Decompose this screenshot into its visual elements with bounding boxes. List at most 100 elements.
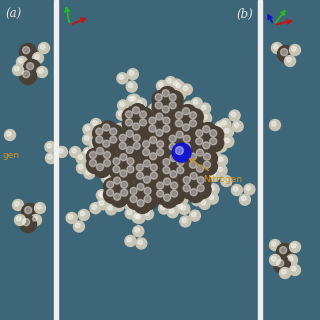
Circle shape xyxy=(100,121,117,138)
Circle shape xyxy=(176,190,187,201)
Circle shape xyxy=(187,196,197,207)
Circle shape xyxy=(126,201,131,206)
Circle shape xyxy=(33,217,37,221)
Circle shape xyxy=(182,142,193,153)
Circle shape xyxy=(220,122,225,127)
Circle shape xyxy=(189,177,194,181)
Circle shape xyxy=(240,194,251,205)
Circle shape xyxy=(180,140,197,157)
Circle shape xyxy=(169,143,176,150)
Circle shape xyxy=(177,167,184,174)
Circle shape xyxy=(183,131,188,136)
Circle shape xyxy=(110,178,121,189)
Circle shape xyxy=(177,158,184,166)
Circle shape xyxy=(133,169,150,186)
Circle shape xyxy=(290,242,300,252)
Circle shape xyxy=(200,150,217,167)
Circle shape xyxy=(211,138,215,142)
Circle shape xyxy=(242,196,246,200)
Circle shape xyxy=(103,140,110,147)
Circle shape xyxy=(136,238,147,249)
Circle shape xyxy=(136,98,147,109)
Circle shape xyxy=(178,181,189,192)
Circle shape xyxy=(136,116,153,133)
Circle shape xyxy=(183,143,190,150)
Circle shape xyxy=(38,43,50,53)
Circle shape xyxy=(271,122,276,126)
Circle shape xyxy=(162,90,169,97)
Circle shape xyxy=(211,172,215,177)
Circle shape xyxy=(132,123,140,130)
Circle shape xyxy=(156,148,164,156)
Circle shape xyxy=(91,164,102,174)
Circle shape xyxy=(161,191,178,208)
Circle shape xyxy=(127,95,138,106)
Circle shape xyxy=(176,202,187,213)
Circle shape xyxy=(124,129,128,134)
Circle shape xyxy=(154,187,171,204)
Circle shape xyxy=(107,181,114,188)
Circle shape xyxy=(153,110,170,127)
Circle shape xyxy=(132,107,140,114)
Circle shape xyxy=(117,186,134,203)
Circle shape xyxy=(114,193,119,198)
Circle shape xyxy=(23,60,41,76)
Circle shape xyxy=(223,133,228,137)
Circle shape xyxy=(280,247,287,254)
Circle shape xyxy=(27,63,34,70)
Circle shape xyxy=(171,192,175,197)
Circle shape xyxy=(156,190,164,197)
Circle shape xyxy=(180,173,197,190)
Circle shape xyxy=(189,153,196,160)
Circle shape xyxy=(174,170,179,175)
Circle shape xyxy=(89,151,97,158)
Circle shape xyxy=(290,265,300,276)
Circle shape xyxy=(160,164,177,180)
Circle shape xyxy=(156,140,164,148)
Circle shape xyxy=(104,178,121,195)
Circle shape xyxy=(174,81,185,92)
Circle shape xyxy=(113,147,124,158)
Circle shape xyxy=(169,135,176,142)
Circle shape xyxy=(159,87,176,104)
Circle shape xyxy=(14,67,19,71)
Circle shape xyxy=(96,190,108,201)
Circle shape xyxy=(189,112,196,119)
Circle shape xyxy=(170,181,175,185)
Circle shape xyxy=(126,115,131,119)
Circle shape xyxy=(20,215,36,233)
Circle shape xyxy=(219,157,223,162)
Text: Nitrogen: Nitrogen xyxy=(189,159,243,184)
Circle shape xyxy=(271,43,283,53)
Circle shape xyxy=(169,102,176,109)
Circle shape xyxy=(292,46,296,51)
Circle shape xyxy=(17,57,28,68)
Circle shape xyxy=(217,123,222,128)
Circle shape xyxy=(113,200,124,211)
Circle shape xyxy=(191,150,196,155)
Circle shape xyxy=(147,161,164,178)
Circle shape xyxy=(150,114,155,118)
Circle shape xyxy=(21,204,38,220)
Circle shape xyxy=(140,119,147,126)
Circle shape xyxy=(23,71,30,78)
Circle shape xyxy=(124,155,141,172)
Circle shape xyxy=(290,44,300,55)
Circle shape xyxy=(218,120,229,131)
Circle shape xyxy=(110,190,128,207)
Circle shape xyxy=(100,148,117,165)
Circle shape xyxy=(201,113,212,124)
Circle shape xyxy=(92,141,96,145)
Circle shape xyxy=(14,202,19,206)
Circle shape xyxy=(115,202,120,207)
Circle shape xyxy=(126,146,133,154)
Circle shape xyxy=(93,144,110,161)
Circle shape xyxy=(143,148,150,156)
Circle shape xyxy=(69,215,74,220)
Circle shape xyxy=(155,102,162,109)
Circle shape xyxy=(167,187,185,204)
Circle shape xyxy=(161,117,172,128)
Circle shape xyxy=(122,142,126,147)
Circle shape xyxy=(200,103,211,114)
Circle shape xyxy=(166,132,183,149)
